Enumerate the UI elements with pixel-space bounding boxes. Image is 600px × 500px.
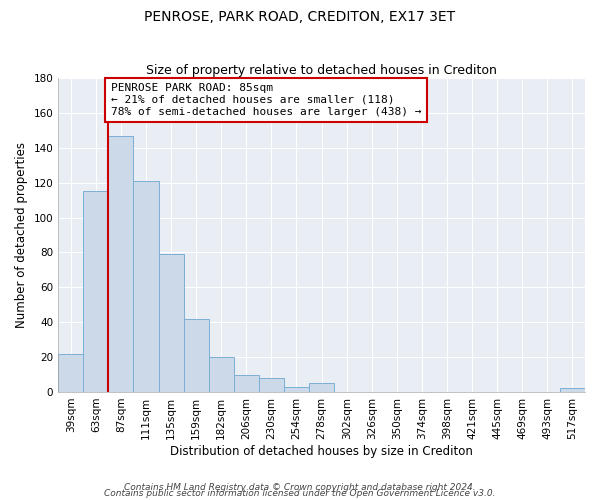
Bar [209,357,234,392]
Bar [83,192,109,392]
Bar [309,383,334,392]
Bar [184,318,209,392]
Bar [109,136,133,392]
Bar [560,388,585,392]
Bar [58,354,83,392]
Title: Size of property relative to detached houses in Crediton: Size of property relative to detached ho… [146,64,497,77]
Text: PENROSE, PARK ROAD, CREDITON, EX17 3ET: PENROSE, PARK ROAD, CREDITON, EX17 3ET [145,10,455,24]
Text: PENROSE PARK ROAD: 85sqm
← 21% of detached houses are smaller (118)
78% of semi-: PENROSE PARK ROAD: 85sqm ← 21% of detach… [111,84,421,116]
Text: Contains public sector information licensed under the Open Government Licence v3: Contains public sector information licen… [104,490,496,498]
Y-axis label: Number of detached properties: Number of detached properties [15,142,28,328]
Text: Contains HM Land Registry data © Crown copyright and database right 2024.: Contains HM Land Registry data © Crown c… [124,484,476,492]
X-axis label: Distribution of detached houses by size in Crediton: Distribution of detached houses by size … [170,444,473,458]
Bar [133,181,158,392]
Bar [158,254,184,392]
Bar [284,386,309,392]
Bar [259,378,284,392]
Bar [234,374,259,392]
